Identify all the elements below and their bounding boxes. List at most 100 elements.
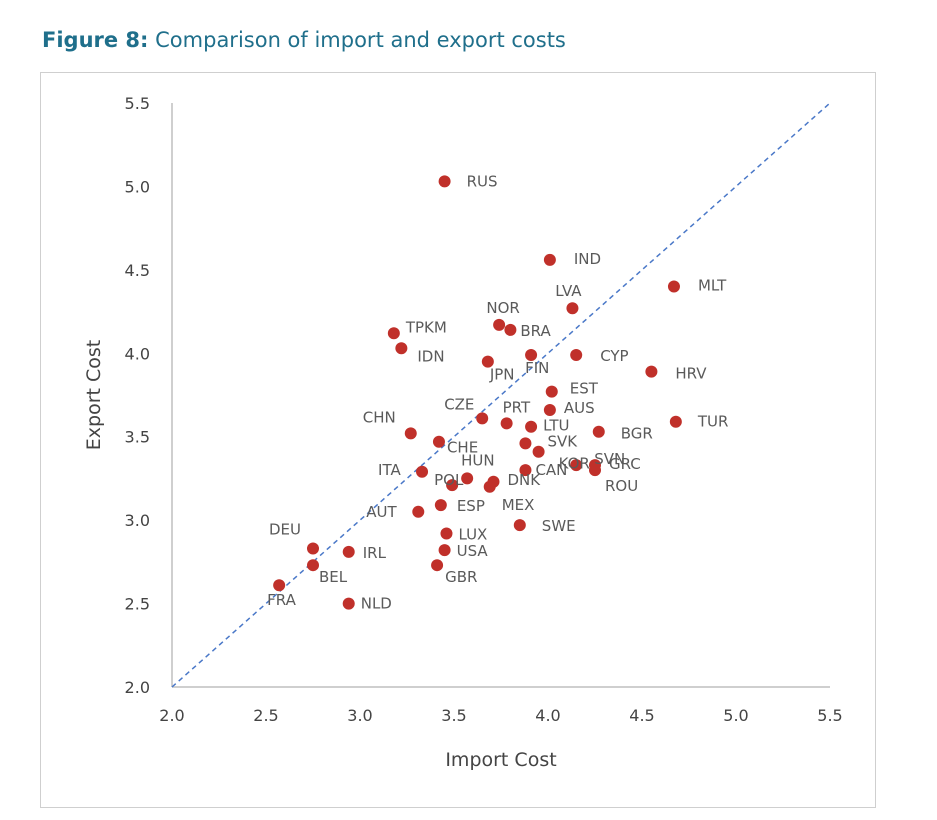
x-tick-label: 2.0 <box>159 706 184 725</box>
point-label-swe: SWE <box>542 517 576 535</box>
point-nld <box>342 597 355 610</box>
point-che <box>432 435 445 448</box>
axes <box>171 103 830 688</box>
x-tick-label: 4.0 <box>535 706 560 725</box>
point-label-deu: DEU <box>269 521 301 539</box>
y-tick-labels: 2.0 2.5 3.0 3.5 4.0 4.5 5.0 5.5 <box>125 94 150 697</box>
point-label-bel: BEL <box>319 568 348 586</box>
point-label-bra: BRA <box>520 322 551 340</box>
point-label-hrv: HRV <box>675 365 707 383</box>
point-gbr <box>431 559 444 572</box>
point-label-svk: SVK <box>547 432 578 450</box>
point-bra <box>504 323 517 336</box>
point-ind <box>543 253 556 266</box>
x-tick-label: 4.5 <box>629 706 654 725</box>
point-esp <box>434 499 447 512</box>
point-rus <box>438 175 451 188</box>
y-tick-label: 2.0 <box>125 678 150 697</box>
point-rou <box>589 464 601 477</box>
point-label-prt: PRT <box>503 398 531 416</box>
point-pol <box>446 479 459 492</box>
point-label-bgr: BGR <box>621 425 653 443</box>
point-cze <box>476 412 489 425</box>
point-fin <box>525 348 538 361</box>
point-label-jpn: JPN <box>489 366 515 384</box>
point-label-lva: LVA <box>555 282 582 300</box>
x-tick-label: 3.5 <box>441 706 466 725</box>
point-nor <box>493 318 506 331</box>
data-points <box>273 175 682 610</box>
point-label-svn: SVN <box>594 450 625 468</box>
point-label-cze: CZE <box>444 395 474 413</box>
point-bel <box>307 559 319 572</box>
point-irl <box>342 545 355 558</box>
y-tick-label: 4.0 <box>125 344 150 363</box>
point-label-mex: MEX <box>502 496 535 514</box>
point-label-kor: KOR <box>559 455 590 473</box>
point-deu <box>307 542 319 555</box>
x-tick-label: 5.5 <box>817 706 842 725</box>
point-label-nld: NLD <box>361 595 392 613</box>
point-label-aus: AUS <box>564 399 595 417</box>
point-label-rou: ROU <box>605 477 638 495</box>
point-label-cyp: CYP <box>600 347 628 365</box>
y-tick-label: 5.5 <box>125 94 150 113</box>
point-svk <box>519 437 532 450</box>
point-jpn <box>481 355 494 368</box>
point-label-aut: AUT <box>366 503 397 521</box>
figure-caption: Comparison of import and export costs <box>155 28 566 52</box>
chart-frame <box>40 72 876 808</box>
point-label-idn: IDN <box>417 347 444 365</box>
point-cyp <box>570 348 583 361</box>
figure-number: Figure 8: <box>42 28 149 52</box>
point-usa <box>438 544 451 557</box>
point-hrv <box>645 365 658 378</box>
point-aus <box>543 404 556 417</box>
point-label-chn: CHN <box>363 408 396 426</box>
point-tur <box>669 415 682 428</box>
point-chn <box>404 427 417 440</box>
point-label-che: CHE <box>447 439 478 457</box>
y-axis-title: Export Cost <box>83 340 105 450</box>
point-label-pol: POL <box>434 471 464 489</box>
point-label-tur: TUR <box>697 413 729 431</box>
point-label-nor: NOR <box>486 299 519 317</box>
x-axis-title: Import Cost <box>445 749 556 771</box>
point-kor <box>532 445 545 458</box>
point-label-rus: RUS <box>467 172 498 190</box>
point-label-fin: FIN <box>525 359 549 377</box>
point-label-ltu: LTU <box>543 417 569 435</box>
figure-title: Figure 8: Comparison of import and expor… <box>42 28 566 52</box>
point-label-hun: HUN <box>461 451 494 469</box>
point-ltu <box>525 420 538 433</box>
point-label-esp: ESP <box>457 497 485 515</box>
point-label-usa: USA <box>457 542 489 560</box>
point-bgr <box>592 425 605 438</box>
point-lux <box>440 527 453 540</box>
point-prt <box>500 417 513 430</box>
point-label-grc: GRC <box>609 455 641 473</box>
point-tpkm <box>387 327 400 340</box>
point-est <box>545 385 558 398</box>
y-tick-label: 3.0 <box>125 511 150 530</box>
point-hun <box>461 472 474 485</box>
x-tick-label: 2.5 <box>253 706 278 725</box>
point-swe <box>513 519 526 532</box>
point-mex <box>483 480 496 493</box>
y-tick-label: 4.5 <box>125 261 150 280</box>
point-label-dnk: DNK <box>507 471 541 489</box>
point-label-can: CAN <box>535 461 567 479</box>
y-tick-label: 5.0 <box>125 177 150 196</box>
point-label-ita: ITA <box>378 461 401 479</box>
point-svn <box>570 459 583 472</box>
point-label-ind: IND <box>574 250 601 268</box>
y-tick-label: 2.5 <box>125 595 150 614</box>
point-label-gbr: GBR <box>445 568 477 586</box>
point-ita <box>416 465 429 478</box>
point-mlt <box>667 280 680 293</box>
point-label-fra: FRA <box>267 591 296 609</box>
point-aut <box>412 505 425 518</box>
y-tick-label: 3.5 <box>125 428 150 447</box>
